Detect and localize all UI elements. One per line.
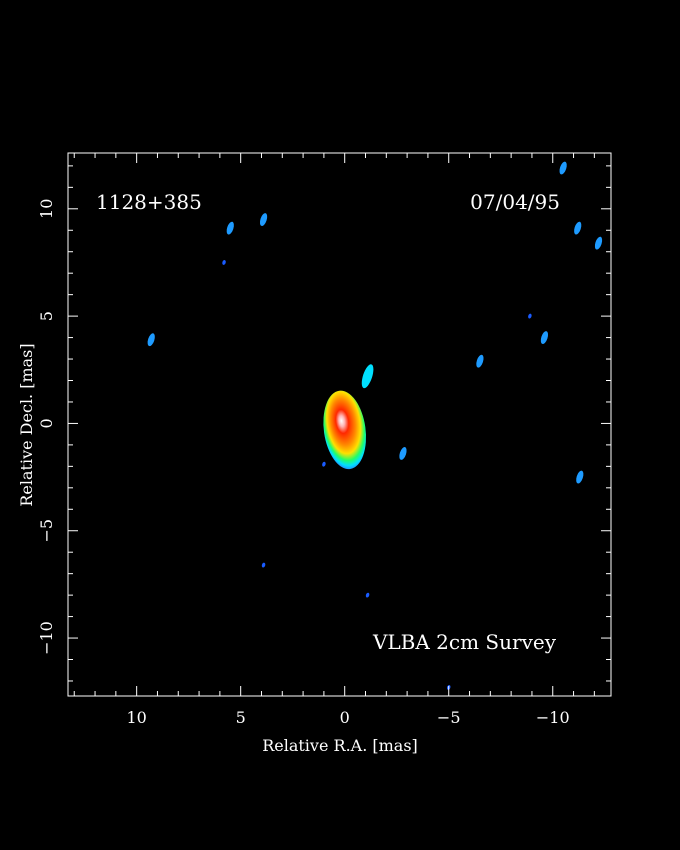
x-tick-label: 0 [340,708,350,727]
emission-feature [528,313,532,319]
x-tick-label: 10 [126,708,146,727]
plot-frame [67,152,612,697]
y-tick-label: 10 [37,199,56,219]
emission-feature [361,364,374,389]
emission-feature [476,354,484,368]
emission-feature [399,447,407,460]
emission-feature [559,161,567,175]
y-axis-title: Relative Decl. [mas] [17,343,36,506]
survey-label: VLBA 2cm Survey [372,630,557,654]
emission-feature [222,260,226,265]
ticks-layer [68,153,611,696]
emission-feature [259,213,268,226]
emission-feature [226,221,234,235]
y-tick-label: 0 [37,418,56,428]
y-tick-label: −10 [37,621,56,655]
emission-feature [540,331,549,344]
emission-feature [574,221,582,235]
y-tick-label: 5 [37,311,56,321]
x-tick-label: 5 [236,708,246,727]
source-name: 1128+385 [96,190,202,214]
emission-feature [147,333,155,347]
core-component [323,390,367,470]
emission-feature [594,236,603,250]
emission-feature [365,592,370,598]
y-tick-label: −5 [37,519,56,543]
features-layer [147,161,603,690]
tick-labels-layer: 10 5 0 −5 −10 10 5 0 −5 −10 [37,199,570,727]
x-tick-label: −10 [536,708,570,727]
x-tick-label: −5 [437,708,461,727]
emission-feature [322,461,326,467]
x-axis-title: Relative R.A. [mas] [262,736,418,755]
emission-feature [261,562,266,568]
core-layer [323,390,367,470]
emission-feature [576,470,584,484]
observation-date: 07/04/95 [470,190,560,214]
